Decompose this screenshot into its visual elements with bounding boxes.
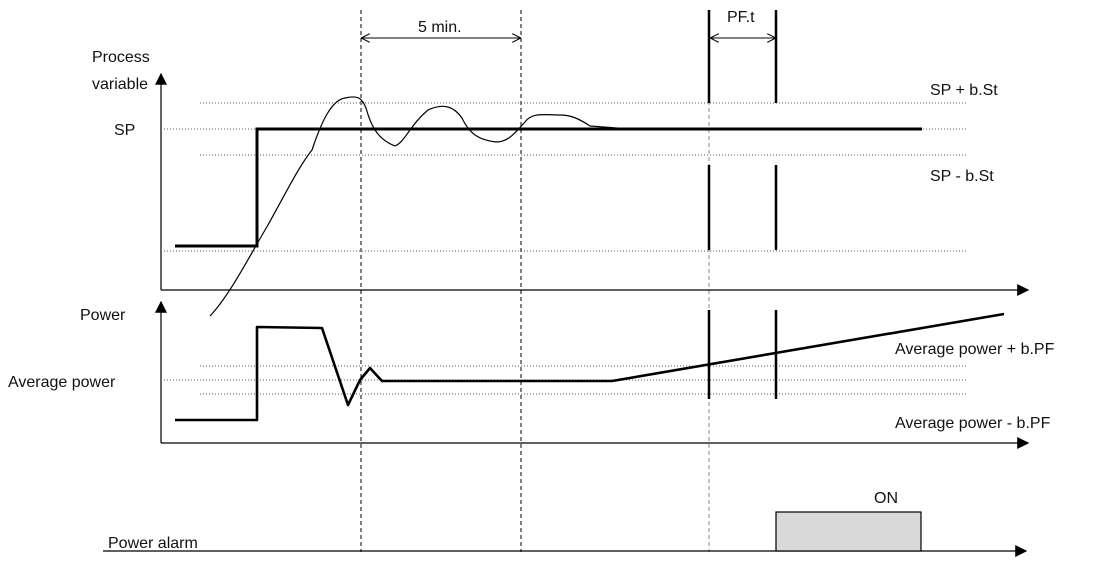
power-curve xyxy=(175,314,1004,420)
five-min-label: 5 min. xyxy=(418,19,462,36)
process-variable-label-line1: Process xyxy=(92,49,150,66)
setpoint-step xyxy=(175,129,922,246)
avg-minus-label: Average power - b.PF xyxy=(895,415,1051,432)
pft-label: PF.t xyxy=(727,9,755,26)
average-power-label: Average power xyxy=(8,374,116,391)
power-alarm-label: Power alarm xyxy=(108,535,198,552)
sp-plus-label: SP + b.St xyxy=(930,82,998,99)
power-label: Power xyxy=(80,307,126,324)
sp-minus-label: SP - b.St xyxy=(930,168,994,185)
avg-plus-label: Average power + b.PF xyxy=(895,341,1055,358)
sp-label: SP xyxy=(114,122,135,139)
process-variable-label-line2: variable xyxy=(92,76,148,93)
alarm-on-label: ON xyxy=(874,490,898,507)
alarm-on-block xyxy=(776,512,921,551)
